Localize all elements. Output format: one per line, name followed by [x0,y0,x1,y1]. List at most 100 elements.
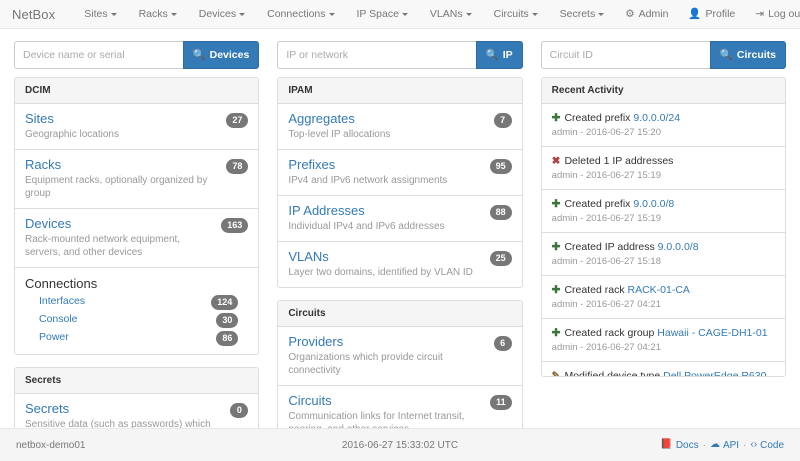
plus-icon: ✚ [551,327,561,339]
activity-meta: admin - 2016-06-27 15:18 [551,256,661,267]
button-label: IP [502,49,513,61]
link-sites[interactable]: Sites [25,111,54,126]
circuits-list: Providers 6 Organizations which provide … [278,327,522,444]
nav-item-admin[interactable]: ⚙ Admin [615,8,678,20]
activity-action: Modified device type [564,370,661,376]
status-badge: 95 [489,159,512,174]
nav-item-racks[interactable]: Racks [128,8,188,20]
status-badge: 11 [490,395,512,410]
link-vlans[interactable]: VLANs [288,249,329,264]
device-search-input[interactable] [14,41,183,69]
status-badge: 124 [211,295,239,310]
code-link[interactable]: ‹› Code [750,440,784,451]
nav-item-devices[interactable]: Devices [188,8,256,20]
activity-item[interactable]: ✚ Created rack group Hawaii - CAGE-DH1-01… [541,319,785,362]
link-ip-addresses[interactable]: IP Addresses [288,203,365,218]
docs-link[interactable]: 📕 Docs [660,440,698,451]
circuit-search-group: 🔍 Circuits [540,41,786,69]
link-devices[interactable]: Devices [25,216,72,231]
nav-item-profile[interactable]: 👤 Profile [678,8,745,20]
nav-item-secrets[interactable]: Secrets [549,8,616,20]
activity-item[interactable]: ✚ Created IP address 9.0.0.0/8 admin - 20… [541,233,785,276]
activity-action: Created rack group [564,327,655,339]
activity-item[interactable]: ✚ Created rack RACK-01-CA admin - 2016-06… [541,276,785,319]
list-item-racks[interactable]: Racks 78 Equipment racks, optionally org… [15,150,259,209]
logout-icon: ⇥ [755,7,765,20]
panel-title-circuits: Circuits [278,301,522,327]
link-providers[interactable]: Providers [288,334,344,349]
list-item-vlans[interactable]: VLANs 25 Layer two domains, identified b… [278,242,521,287]
activity-item[interactable]: ✚ Created prefix 9.0.0.0/8 admin - 2016-0… [541,190,785,233]
circuit-search-button[interactable]: 🔍 Circuits [709,41,786,69]
cross-icon: ✖ [551,155,561,167]
activity-object-link[interactable]: Hawaii - CAGE-DH1-01 [657,327,768,339]
plus-icon: ✚ [551,112,561,124]
link-aggregates[interactable]: Aggregates [288,111,355,126]
footer-separator: · [702,439,706,451]
link-racks[interactable]: Racks [25,157,62,172]
link-power[interactable]: Power [39,331,69,343]
panel-circuits: Circuits Providers 6 Organizations which… [277,300,523,445]
status-badge: 86 [216,331,239,346]
ip-search-button[interactable]: 🔍 IP [475,41,523,69]
link-prefixes[interactable]: Prefixes [288,157,336,172]
activity-object-link[interactable]: 9.0.0.0/8 [657,241,699,253]
activity-meta: admin - 2016-06-27 04:21 [551,342,661,353]
quick-search-row: 🔍 Devices 🔍 IP 🔍 Circuits [0,29,800,77]
dcim-list: Sites 27 Geographic locations Racks 78 E… [15,104,259,354]
link-interfaces[interactable]: Interfaces [39,295,86,307]
footer-separator: · [743,439,747,451]
api-link[interactable]: ☁ API [710,440,739,451]
list-item-prefixes[interactable]: Prefixes 95 IPv4 and IPv6 network assign… [278,150,522,196]
list-item-providers[interactable]: Providers 6 Organizations which provide … [278,327,522,386]
activity-scroll-container[interactable]: ✚ Created prefix 9.0.0.0/24 admin - 2016-… [541,104,785,376]
device-search-button[interactable]: 🔍 Devices [182,41,260,69]
activity-object-link[interactable]: RACK-01-CA [627,284,690,296]
list-item-devices[interactable]: Devices 163 Rack-mounted network equipme… [15,209,259,268]
panel-title-ipam: IPAM [278,78,522,104]
item-description: Rack-mounted network equipment, servers,… [25,234,181,258]
link-console[interactable]: Console [39,313,78,325]
list-item-ip-addresses[interactable]: IP Addresses 88 Individual IPv4 and IPv6… [278,196,522,242]
activity-line: ✚ Created rack RACK-01-CA [552,283,775,297]
item-description: Layer two domains, identified by VLAN ID [288,267,473,278]
link-secrets[interactable]: Secrets [25,401,70,416]
status-badge: 88 [489,205,512,220]
status-badge: 6 [493,336,512,351]
nav-item-vlans[interactable]: VLANs [419,8,483,20]
chevron-down-icon [465,12,472,16]
list-item-sites[interactable]: Sites 27 Geographic locations [15,104,259,150]
activity-item[interactable]: ✚ Created prefix 9.0.0.0/24 admin - 2016-… [541,104,785,147]
activity-line: ✚ Created IP address 9.0.0.0/8 [552,240,775,254]
activity-item[interactable]: ✎ Modified device type Dell PowerEdge R63… [542,362,785,376]
nav-label: IP Space [356,8,399,20]
status-badge: 25 [489,251,512,266]
status-badge: 163 [221,218,249,233]
circuit-search-input[interactable] [540,41,710,69]
nav-item-sites[interactable]: Sites [73,8,127,20]
sub-item-power[interactable]: Power 86 [25,328,248,346]
item-description: Geographic locations [25,129,119,140]
status-badge: 78 [226,159,249,174]
nav-item-ip-space[interactable]: IP Space [346,8,419,20]
ip-search-input[interactable] [277,41,476,69]
activity-object-link[interactable]: 9.0.0.0/8 [633,198,675,210]
sub-item-interfaces[interactable]: Interfaces 124 [25,292,248,310]
plus-icon: ✚ [551,198,561,210]
list-item-aggregates[interactable]: Aggregates 7 Top-level IP allocations [278,104,522,150]
activity-object-link[interactable]: Dell PowerEdge R630 [663,370,767,376]
nav-item-circuits[interactable]: Circuits [483,8,549,20]
nav-label: Secrets [559,8,596,20]
item-description: Top-level IP allocations [288,129,391,140]
nav-item-logout[interactable]: ⇥ Log out [745,8,800,20]
activity-object-link[interactable]: 9.0.0.0/24 [633,112,681,124]
panel-title-activity: Recent Activity [541,78,785,104]
sub-item-console[interactable]: Console 30 [25,310,248,328]
activity-line: ✖ Deleted 1 IP addresses [552,154,775,168]
link-circuits[interactable]: Circuits [288,393,332,408]
button-label: Devices [209,49,250,61]
activity-item[interactable]: ✖ Deleted 1 IP addresses admin - 2016-06-… [541,147,785,190]
nav-item-connections[interactable]: Connections [256,8,345,20]
brand-logo[interactable]: NetBox [12,6,56,22]
status-badge: 27 [226,113,249,128]
